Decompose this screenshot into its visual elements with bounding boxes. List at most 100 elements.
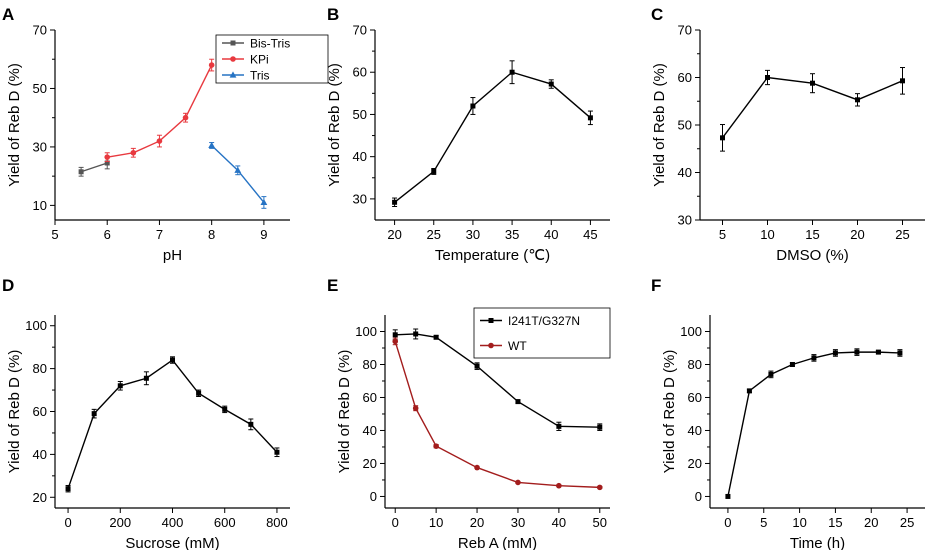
data-point <box>170 357 175 363</box>
data-point <box>897 350 903 356</box>
panel-f: F 0 5 10 15 20 25 0 20 40 60 80 100 Time (h) Yield of … <box>651 276 925 550</box>
data-point <box>811 355 817 361</box>
x-tick-label: 600 <box>214 515 236 530</box>
panel-letter: A <box>2 5 14 24</box>
x-tick-label: 10 <box>760 227 774 242</box>
x-tick-label: 0 <box>724 515 731 530</box>
y-tick-label: 60 <box>353 65 367 80</box>
data-point <box>854 349 860 355</box>
y-tick-label: 70 <box>353 23 367 38</box>
x-tick-label: 15 <box>828 515 842 530</box>
y-axis-label: Yield of Reb D (%) <box>336 350 353 474</box>
data-point <box>208 62 215 68</box>
y-tick-label: 30 <box>678 213 692 228</box>
data-point <box>509 69 515 75</box>
x-tick-label: 35 <box>505 227 519 242</box>
data-point <box>248 421 254 427</box>
y-tick-label: 0 <box>695 489 702 504</box>
x-tick-label: 40 <box>544 227 558 242</box>
data-point <box>474 363 480 369</box>
x-tick-label: 45 <box>583 227 597 242</box>
legend-label: WT <box>508 339 527 353</box>
data-point <box>470 103 476 109</box>
legend-marker <box>230 56 236 62</box>
x-tick-label: 30 <box>511 515 525 530</box>
data-point <box>78 169 84 175</box>
data-point <box>431 168 437 174</box>
data-point <box>515 399 521 405</box>
y-tick-label: 40 <box>33 447 47 462</box>
x-axis-label: DMSO (%) <box>776 247 849 264</box>
x-tick-label: 6 <box>104 227 111 242</box>
panel-e: E 0 10 20 30 40 50 0 20 40 60 80 100 Reb A (mM) Yield … <box>327 276 611 550</box>
data-point <box>765 75 770 80</box>
panel-b: B 20 25 30 35 40 45 30 40 50 60 70 Temperature (℃) Yi… <box>326 5 610 264</box>
legend-marker <box>488 342 494 349</box>
panel-letter: B <box>327 5 339 24</box>
y-tick-label: 100 <box>25 318 47 333</box>
y-tick-label: 10 <box>33 198 47 213</box>
data-point <box>413 331 419 337</box>
data-point <box>234 166 242 173</box>
data-point <box>274 449 280 455</box>
legend: I241T/G327N WT <box>473 307 611 359</box>
data-point <box>156 138 163 144</box>
y-tick-label: 50 <box>33 81 47 96</box>
data-point <box>104 160 110 166</box>
series-line <box>727 351 900 497</box>
data-point <box>556 423 562 429</box>
legend-box <box>473 307 611 359</box>
panel-a: A 5 6 7 8 9 10 30 50 70 pH Yield of Reb D (%) Bis-Tr… <box>2 5 329 264</box>
y-axis-label: Yield of Reb D (%) <box>326 63 343 187</box>
data-point <box>412 405 419 412</box>
x-tick-label: 30 <box>466 227 480 242</box>
y-tick-label: 100 <box>355 324 377 339</box>
series-line <box>80 162 108 173</box>
data-point <box>392 338 399 345</box>
data-point <box>222 406 228 412</box>
y-tick-label: 20 <box>688 456 702 471</box>
data-point <box>556 482 562 489</box>
y-axis-label: Yield of Reb D (%) <box>6 350 23 474</box>
data-point <box>196 390 202 396</box>
legend-marker <box>230 40 236 46</box>
x-tick-label: 20 <box>470 515 484 530</box>
legend-label: KPi <box>250 52 269 66</box>
y-tick-label: 50 <box>353 107 367 122</box>
data-point <box>900 78 905 84</box>
series-wt <box>392 337 603 491</box>
x-tick-label: 400 <box>162 515 184 530</box>
data-point <box>392 332 398 338</box>
data-point <box>208 141 216 149</box>
x-axis-label: Time (h) <box>790 535 845 550</box>
series-bis-tris <box>78 156 110 177</box>
data-point <box>104 154 111 160</box>
data-point <box>789 361 795 367</box>
data-point <box>182 114 189 121</box>
data-point <box>746 388 752 394</box>
x-tick-label: 25 <box>427 227 441 242</box>
x-tick-label: 5 <box>719 227 726 242</box>
y-tick-label: 30 <box>33 139 47 154</box>
y-axis-label: Yield of Reb D (%) <box>651 63 668 187</box>
y-axis-label: Yield of Reb D (%) <box>6 63 23 187</box>
y-tick-label: 80 <box>363 357 377 372</box>
y-tick-label: 40 <box>688 423 702 438</box>
legend: Bis-Tris KPi Tris <box>215 34 329 84</box>
panel-letter: E <box>327 276 338 295</box>
legend-marker <box>229 71 237 78</box>
data-point <box>474 464 480 471</box>
y-tick-label: 80 <box>33 361 47 376</box>
data-point <box>855 97 860 103</box>
y-tick-label: 80 <box>688 357 702 372</box>
data-point <box>720 135 725 141</box>
x-tick-label: 25 <box>895 227 909 242</box>
data-point <box>768 371 774 377</box>
panel-letter: C <box>651 5 663 24</box>
data-point <box>143 375 149 381</box>
x-axis-label: Temperature (℃) <box>435 247 550 264</box>
x-tick-label: 0 <box>392 515 399 530</box>
x-tick-label: 20 <box>387 227 401 242</box>
series-kpi <box>104 58 215 163</box>
panel-letter: F <box>651 276 661 295</box>
